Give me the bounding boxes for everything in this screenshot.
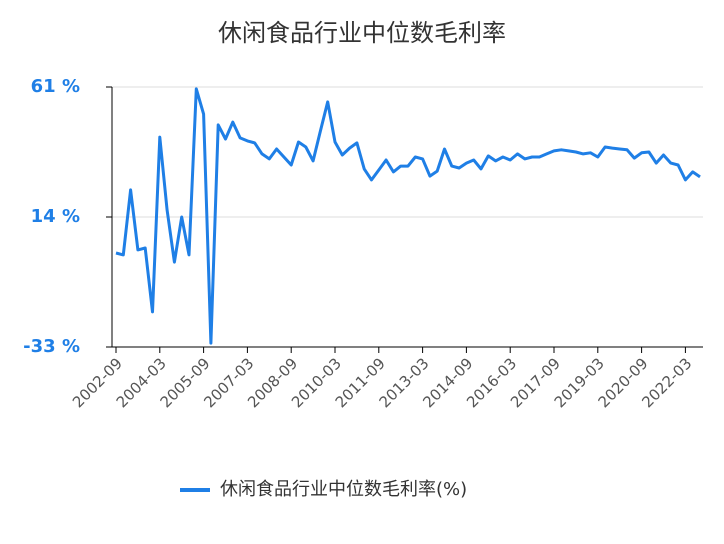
legend-label: 休闲食品行业中位数毛利率(%) [220, 479, 467, 500]
y-tick-label: 14 % [31, 206, 80, 227]
y-tick-label: -33 % [23, 336, 80, 357]
data-line [115, 87, 701, 345]
chart-title: 休闲食品行业中位数毛利率 [218, 19, 506, 47]
y-tick-label: 61 % [31, 76, 80, 97]
